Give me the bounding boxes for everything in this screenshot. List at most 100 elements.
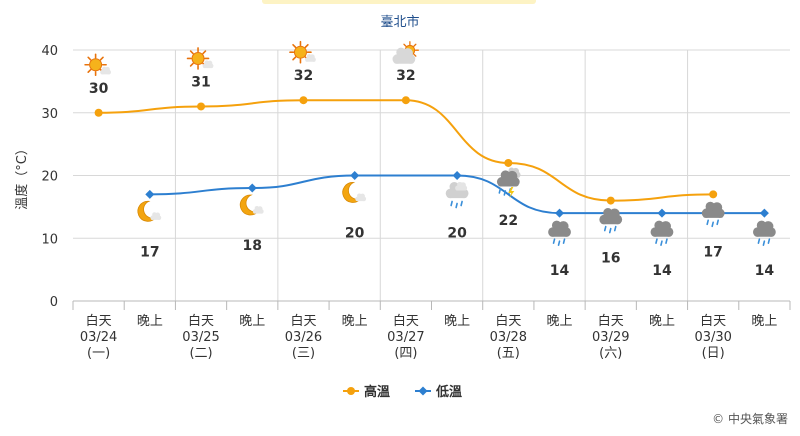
x-tick-period: 白天 <box>188 313 214 329</box>
cloud-base <box>600 218 622 225</box>
sunny-icon <box>84 53 112 77</box>
data-point-high <box>299 96 308 105</box>
x-tick-weekday: (一) <box>87 346 110 361</box>
chart-title: 臺北市 <box>380 14 419 30</box>
cloud-base <box>100 71 111 75</box>
cloud-puff <box>360 193 365 199</box>
data-point-low <box>759 208 769 218</box>
sun-ray <box>292 43 297 49</box>
data-point-low <box>657 208 667 218</box>
weather-icons <box>84 40 776 246</box>
rain-drop <box>757 238 761 244</box>
cloud-puff <box>460 182 466 188</box>
rain-icon <box>752 220 776 246</box>
x-tick-period: 白天 <box>290 313 316 329</box>
rain-drop <box>711 221 714 228</box>
rain-drop <box>503 190 507 196</box>
clear-night-icon <box>342 182 367 203</box>
cloud-base <box>497 180 519 187</box>
cloud-puff <box>155 212 161 218</box>
x-tick-period: 晚上 <box>239 314 265 329</box>
x-tick-period: 晚上 <box>342 314 368 329</box>
rain-drop <box>498 188 502 194</box>
cloudy-rain-icon <box>445 181 469 209</box>
x-tick-weekday: (五) <box>497 346 520 361</box>
data-point-high <box>709 190 718 199</box>
rain-drop <box>450 200 453 207</box>
sun-ray <box>87 56 92 61</box>
y-tick-label: 20 <box>41 170 58 185</box>
legend-item-low[interactable]: 低溫 <box>415 384 462 400</box>
cloud-puff <box>762 221 774 232</box>
data-label: 32 <box>396 68 415 84</box>
data-label: 14 <box>550 263 570 279</box>
cloud-base <box>393 58 415 64</box>
cloud-base <box>355 198 366 202</box>
cloud-puff <box>711 202 723 213</box>
data-label: 16 <box>601 251 620 267</box>
y-tick-label: 40 <box>41 44 58 59</box>
x-tick-date: 03/29 <box>592 330 629 345</box>
rain-drop <box>603 225 607 232</box>
sun-ray <box>413 43 417 47</box>
sun-disc <box>191 51 205 65</box>
rain-drop <box>655 238 658 244</box>
x-tick-period: 晚上 <box>137 314 163 329</box>
legend-marker <box>418 386 428 396</box>
rain-icon <box>548 220 571 246</box>
clear-night-icon <box>239 194 264 216</box>
cloud-base <box>446 192 468 199</box>
data-point-high <box>401 96 410 105</box>
series-line-high <box>98 99 714 202</box>
data-point-low <box>145 189 155 199</box>
data-label: 30 <box>89 81 109 97</box>
legend-label: 低溫 <box>435 384 462 400</box>
credit-text: © 中央氣象署 <box>712 412 788 426</box>
y-tick-label: 0 <box>50 295 58 310</box>
data-point-high <box>197 102 206 111</box>
data-label: 14 <box>755 263 775 279</box>
cloud-base <box>203 65 213 69</box>
sun-ray <box>202 50 207 55</box>
x-tick-date: 03/27 <box>387 330 424 345</box>
cloud-puff <box>207 60 213 66</box>
sun-ray <box>403 43 407 47</box>
rain-drop <box>557 240 561 246</box>
thunder-rain-icon <box>496 167 521 198</box>
data-label: 14 <box>652 263 672 279</box>
cloud-puff <box>506 170 518 182</box>
legend[interactable]: 高溫 低溫 <box>343 384 462 400</box>
x-tick-weekday: (三) <box>292 346 315 361</box>
rain-icon <box>650 220 674 246</box>
axes: 010203040溫度（°C）白天03/24(一)晚上 白天03/25(二)晚上白… <box>14 44 791 361</box>
data-label: 17 <box>140 244 159 260</box>
data-point-low <box>452 171 462 180</box>
legend-item-high[interactable]: 高溫 <box>343 384 390 400</box>
rain-drop <box>562 238 566 244</box>
data-labels: 30 31 32 32 22 16 17 17 18 20 20 14 14 14 <box>89 68 775 279</box>
y-tick-label: 30 <box>41 107 58 122</box>
sun-disc <box>293 45 307 59</box>
legend-marker <box>347 387 355 395</box>
x-tick-weekday: (日) <box>702 346 725 361</box>
top-accent-bar <box>262 0 536 4</box>
cloud-base <box>753 231 775 237</box>
rain-icon <box>701 201 725 228</box>
data-label: 20 <box>447 226 467 242</box>
x-tick-period: 白天 <box>393 313 419 329</box>
y-axis-label: 溫度（°C） <box>14 142 30 210</box>
data-label: 20 <box>345 226 365 242</box>
lightning-bolt <box>508 186 515 198</box>
sun-ray <box>189 62 194 67</box>
data-point-high <box>94 108 103 117</box>
data-label: 32 <box>294 68 313 84</box>
y-tick-label: 10 <box>41 232 58 247</box>
sun-ray <box>189 50 194 55</box>
data-point-high <box>606 196 615 205</box>
data-label: 22 <box>499 213 518 229</box>
cloud-puff <box>309 54 315 60</box>
sunny-icon <box>289 40 316 64</box>
x-tick-period: 晚上 <box>751 314 777 329</box>
sunny-icon <box>186 47 214 70</box>
